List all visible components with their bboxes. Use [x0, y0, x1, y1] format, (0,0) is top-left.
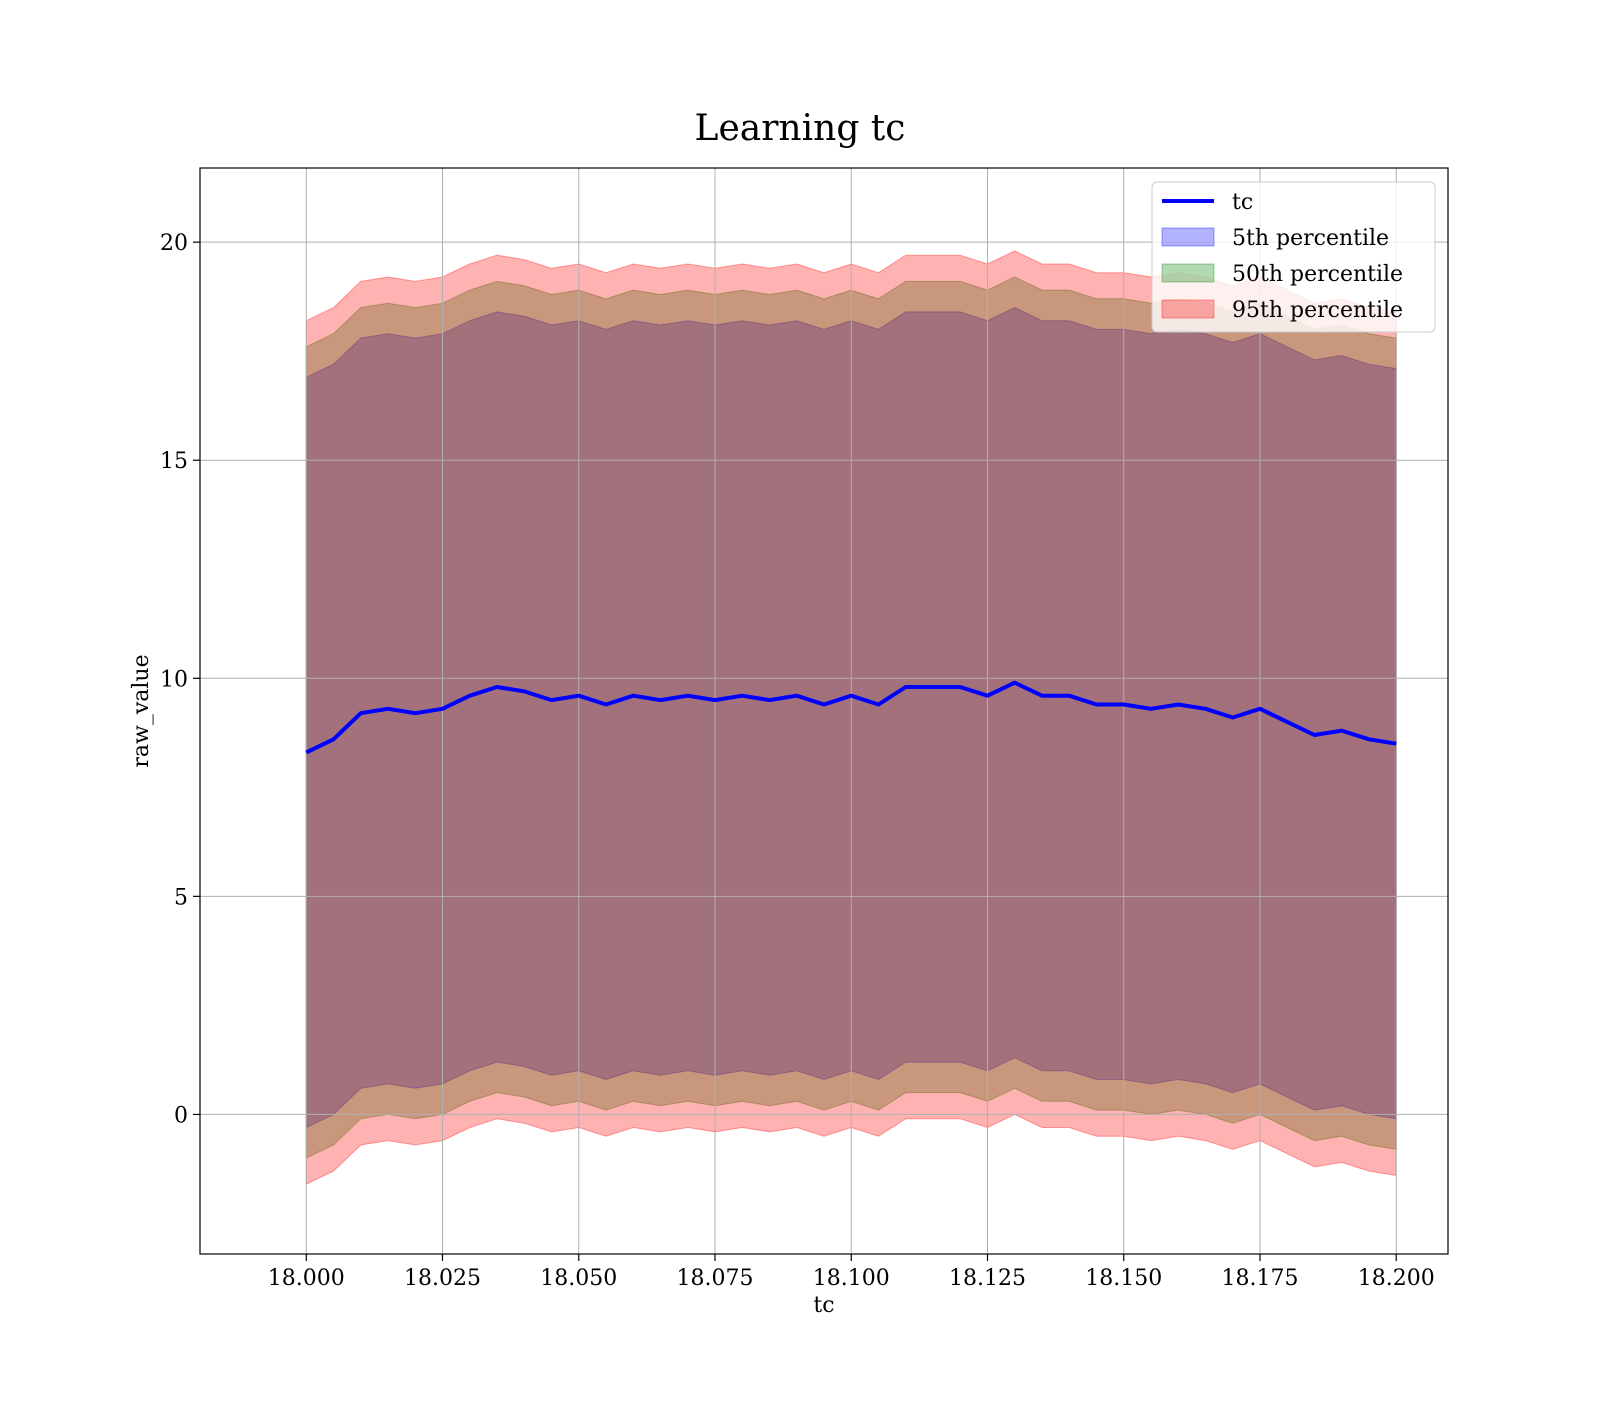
- x-tick-label: 18.025: [404, 1266, 481, 1291]
- x-tick-label: 18.100: [813, 1266, 890, 1291]
- series-line-tc: [305, 680, 1397, 755]
- x-axis-label: tc: [813, 1293, 834, 1318]
- legend-label: tc: [1232, 190, 1253, 215]
- y-tick-label: 0: [174, 1103, 188, 1128]
- x-ticks: 18.000 18.025 18.050 18.075 18.100 18.125 18.1…: [268, 1254, 1435, 1291]
- x-tick-label: 18.050: [540, 1266, 617, 1291]
- legend-swatch: [1161, 263, 1215, 283]
- y-tick-label: 20: [160, 231, 188, 256]
- y-tick-label: 5: [174, 885, 188, 910]
- x-tick-label: 18.175: [1221, 1266, 1298, 1291]
- legend-label: 95th percentile: [1232, 298, 1403, 323]
- x-tick-label: 18.200: [1358, 1266, 1435, 1291]
- legend-label: 5th percentile: [1232, 226, 1389, 251]
- x-tick-label: 18.150: [1085, 1266, 1162, 1291]
- y-tick-label: 15: [160, 449, 188, 474]
- legend-swatch: [1161, 299, 1215, 319]
- y-tick-label: 10: [160, 667, 188, 692]
- x-tick-label: 18.075: [677, 1266, 754, 1291]
- legend-label: 50th percentile: [1232, 262, 1403, 287]
- legend-box: [1151, 181, 1436, 333]
- line-layer: [305, 680, 1397, 755]
- x-tick-label: 18.125: [949, 1266, 1026, 1291]
- x-tick-label: 18.000: [268, 1266, 345, 1291]
- y-ticks: 0 5 10 15 20: [160, 231, 200, 1128]
- chart-title: Learning tc: [695, 108, 906, 149]
- plot-frame: [199, 167, 1449, 1255]
- y-axis-label: raw_value: [129, 654, 154, 767]
- legend-swatch: [1161, 227, 1215, 247]
- legend: tc 5th percentile 50th percentile 95th perc…: [1151, 181, 1436, 333]
